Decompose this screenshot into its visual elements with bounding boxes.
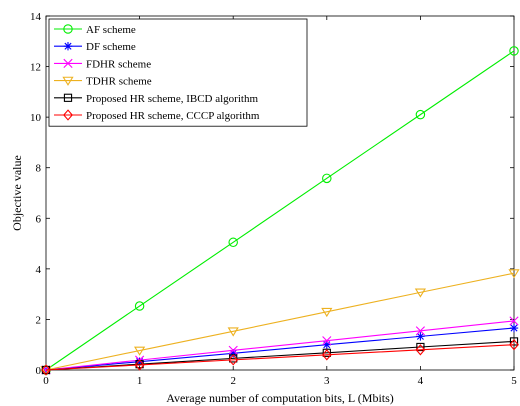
data-point (509, 339, 519, 351)
series-1 (41, 323, 519, 375)
legend-label: TDHR scheme (86, 76, 152, 88)
legend-item: AF scheme (54, 24, 136, 36)
data-point (229, 349, 238, 358)
data-point (228, 345, 238, 355)
y-axis-label: Objective value (10, 155, 24, 231)
y-tick-label: 0 (36, 365, 42, 377)
data-point (134, 301, 145, 311)
legend-marker (63, 42, 73, 51)
data-point (41, 364, 51, 376)
legend-item: Proposed HR scheme, IBCD algorithm (54, 93, 258, 105)
y-tick-label: 14 (30, 11, 42, 23)
series-2 (41, 316, 519, 375)
legend-item: Proposed HR scheme, CCCP algorithm (54, 109, 260, 122)
x-axis-label: Average number of computation bits, L (M… (166, 391, 394, 405)
data-point (321, 349, 332, 361)
legend-item: FDHR scheme (54, 58, 151, 70)
legend-item: TDHR scheme (54, 76, 152, 88)
data-point (227, 327, 239, 337)
legend-marker (62, 76, 74, 86)
legend-marker (63, 93, 73, 102)
data-point (135, 357, 144, 366)
y-tick-label: 8 (36, 163, 42, 175)
data-point (416, 332, 425, 341)
legend-label: DF scheme (86, 41, 136, 53)
series-line (45, 327, 515, 371)
data-point (509, 316, 519, 326)
series-5 (41, 339, 519, 376)
data-point (228, 237, 238, 248)
legend-label: Proposed HR scheme, IBCD algorithm (86, 93, 258, 105)
data-point (508, 269, 520, 279)
y-tick-label: 10 (30, 112, 42, 124)
y-tick-label: 2 (36, 314, 42, 326)
series-line (45, 320, 515, 371)
data-point (322, 336, 332, 346)
series-line (45, 50, 515, 371)
y-tick-label: 6 (36, 213, 42, 225)
data-point (322, 173, 332, 184)
x-tick-label: 5 (511, 375, 517, 387)
legend-label: FDHR scheme (86, 58, 151, 70)
legend-marker (63, 109, 73, 121)
legend-marker (63, 58, 73, 68)
data-point (415, 344, 426, 356)
series-line (45, 344, 515, 371)
data-point (415, 109, 426, 120)
x-tick-label: 1 (137, 375, 143, 387)
data-point (509, 46, 519, 56)
data-point (228, 354, 239, 366)
data-point (415, 326, 425, 336)
legend-label: Proposed HR scheme, CCCP algorithm (86, 110, 260, 122)
legend-marker (63, 24, 73, 34)
data-point (322, 340, 331, 349)
data-point (509, 323, 519, 333)
data-point (321, 307, 333, 318)
legend-box (48, 18, 308, 127)
legend-label: AF scheme (86, 24, 136, 36)
data-point (416, 342, 425, 352)
series-line (45, 272, 515, 371)
x-tick-label: 4 (418, 375, 424, 387)
legend-item: DF scheme (54, 41, 136, 53)
data-point (133, 346, 146, 356)
y-tick-label: 12 (30, 62, 41, 74)
series-line (45, 340, 515, 371)
data-point (414, 288, 427, 298)
legend: AF scheme DF scheme FDHR scheme TDHR scheme… (48, 18, 308, 127)
data-point (134, 359, 145, 371)
x-tick-label: 0 (43, 375, 49, 387)
x-tick-label: 3 (324, 375, 330, 387)
y-tick-label: 4 (36, 264, 42, 276)
x-tick-label: 2 (230, 375, 236, 387)
